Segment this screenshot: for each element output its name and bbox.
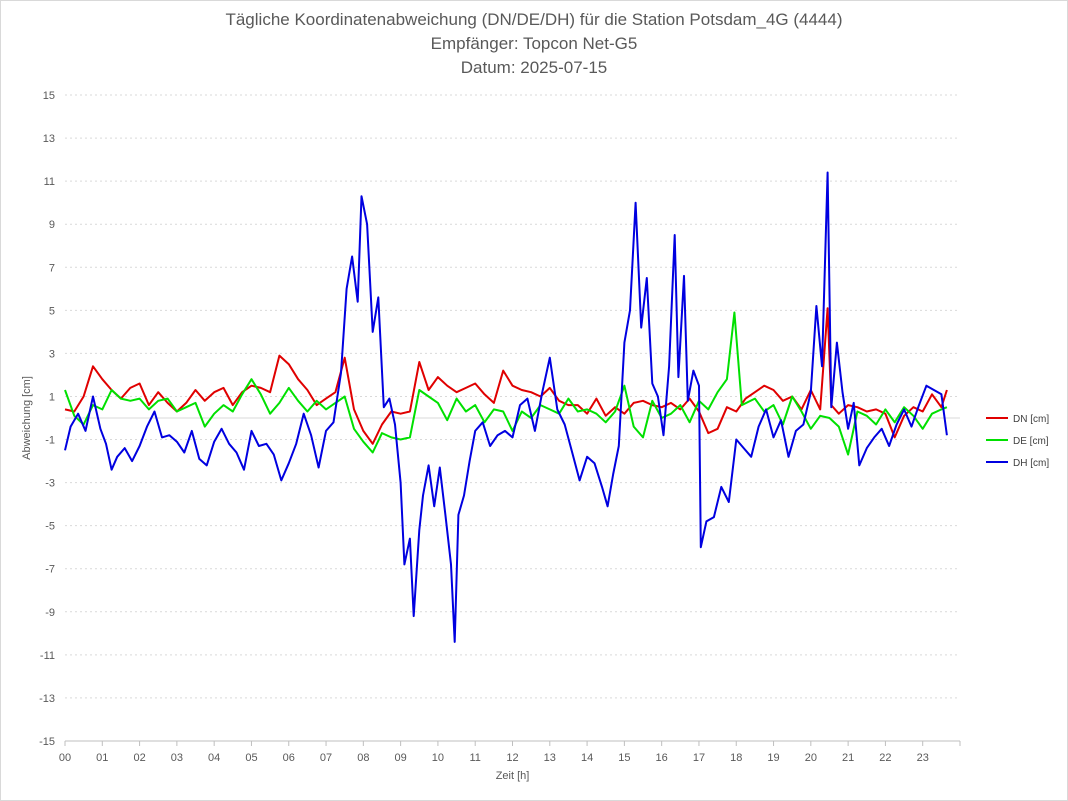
x-tick-label: 14 [581, 752, 593, 764]
y-tick-label: 15 [43, 90, 55, 102]
chart-title-line-1: Tägliche Koordinatenabweichung (DN/DE/DH… [225, 10, 843, 29]
y-tick-label: -5 [45, 521, 55, 533]
y-tick-label: 9 [49, 219, 55, 231]
x-tick-label: 13 [544, 752, 556, 764]
y-tick-label: 1 [49, 391, 55, 403]
x-tick-label: 15 [618, 752, 630, 764]
y-tick-label: 13 [43, 133, 55, 145]
x-tick-label: 10 [432, 752, 444, 764]
series-lines [64, 171, 948, 643]
y-tick-label: -7 [45, 564, 55, 576]
x-tick-label: 06 [283, 752, 295, 764]
x-tick-label: 12 [506, 752, 518, 764]
x-tick-label: 08 [357, 752, 369, 764]
y-tick-label: -11 [40, 650, 55, 662]
y-tick-label: 5 [49, 305, 55, 317]
legend-label: DN [cm] [1013, 414, 1049, 425]
x-tick-label: 03 [171, 752, 183, 764]
y-tick-label: -3 [45, 478, 55, 490]
x-tick-label: 18 [730, 752, 742, 764]
series-line-dh [64, 171, 948, 643]
x-tick-label: 21 [842, 752, 854, 764]
y-tick-label: -9 [45, 607, 55, 619]
x-tick-label: 09 [395, 752, 407, 764]
x-tick-label: 01 [96, 752, 108, 764]
x-tick-label: 05 [245, 752, 257, 764]
x-axis-title: Zeit [h] [496, 770, 530, 782]
y-tick-label: -13 [39, 693, 55, 705]
y-axis-title: Abweichung [cm] [21, 376, 33, 460]
x-tick-label: 00 [59, 752, 71, 764]
y-axis-ticks: 15 13 11 9 7 5 3 1 -1 -3 -5 -7 -9 -11 -13 -15 [39, 90, 55, 748]
x-tick-label: 07 [320, 752, 332, 764]
y-tick-label: 7 [49, 262, 55, 274]
x-tick-label: 02 [133, 752, 145, 764]
x-tick-label: 23 [917, 752, 929, 764]
chart-title-line-2: Empfänger: Topcon Net-G5 [430, 34, 638, 53]
x-tick-label: 11 [469, 752, 480, 764]
y-tick-label: 3 [49, 348, 55, 360]
x-tick-label: 17 [693, 752, 705, 764]
x-tick-label: 04 [208, 752, 220, 764]
x-tick-label: 16 [656, 752, 668, 764]
legend-label: DH [cm] [1013, 458, 1049, 469]
x-tick-label: 20 [805, 752, 817, 764]
x-tick-label: 19 [767, 752, 779, 764]
legend-label: DE [cm] [1013, 436, 1049, 447]
x-tick-label: 22 [879, 752, 891, 764]
y-tick-label: 11 [44, 176, 55, 188]
legend: DN [cm] DE [cm] DH [cm] [986, 414, 1049, 469]
x-axis-ticks: 00 01 02 03 04 05 06 07 08 09 10 11 12 13 14 15 16 17 18 19… [59, 741, 961, 764]
y-tick-label: -15 [39, 736, 55, 748]
series-line-de [64, 311, 948, 456]
chart-title-line-3: Datum: 2025-07-15 [460, 58, 608, 77]
y-tick-label: -1 [45, 435, 55, 447]
